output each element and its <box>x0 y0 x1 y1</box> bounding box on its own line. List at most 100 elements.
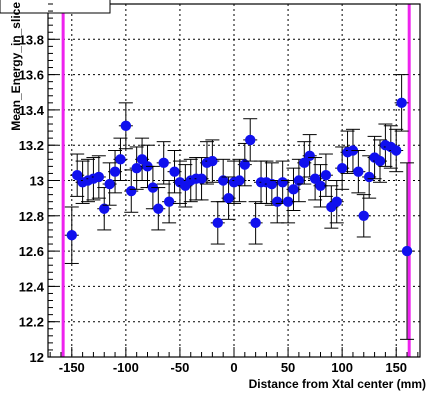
y-tick-label: 13 <box>30 174 44 189</box>
data-marker <box>288 184 299 195</box>
data-marker <box>374 155 386 167</box>
data-marker <box>169 166 180 177</box>
data-marker <box>391 145 402 156</box>
data-marker <box>266 178 278 190</box>
data-point <box>394 74 409 132</box>
data-marker <box>336 162 348 174</box>
data-marker <box>71 170 83 181</box>
data-marker <box>93 171 105 183</box>
data-point <box>108 149 123 194</box>
data-marker <box>136 154 148 165</box>
data-point <box>270 180 285 224</box>
data-marker <box>109 166 121 177</box>
data-point <box>389 128 404 173</box>
data-marker <box>153 203 164 214</box>
axes: -150 -100 -50 0 50 100 150 12 12.2 12.4 12.6 12.8 13… <box>19 3 419 375</box>
data-point <box>400 162 415 340</box>
title-box <box>0 0 111 14</box>
data-point <box>113 137 128 181</box>
data-point <box>162 180 177 224</box>
data-point <box>351 149 366 194</box>
x-tick-label: -50 <box>171 360 190 375</box>
data-point <box>178 164 193 208</box>
data-marker <box>315 180 326 191</box>
data-point <box>151 187 166 231</box>
y-tick-label: 13.4 <box>19 103 45 118</box>
data-marker <box>358 210 369 221</box>
data-marker <box>131 162 142 174</box>
data-marker <box>99 203 110 214</box>
data-point <box>64 206 79 264</box>
data-marker <box>250 217 261 229</box>
data-point <box>362 155 377 199</box>
data-point <box>308 157 323 201</box>
data-marker <box>115 154 126 165</box>
y-tick-label: 13.6 <box>19 68 44 83</box>
x-axis-label: Distance from Xtal center (mm) <box>249 377 426 391</box>
data-point <box>135 137 150 181</box>
x-tick-label: -150 <box>59 360 85 375</box>
data-point <box>91 155 106 199</box>
data-marker <box>277 177 288 188</box>
data-marker <box>309 173 321 184</box>
data-marker <box>212 217 223 229</box>
data-point <box>205 139 220 183</box>
data-point <box>194 157 209 201</box>
data-marker <box>401 245 413 257</box>
data-marker <box>158 157 169 169</box>
data-point <box>102 162 117 206</box>
data-point <box>129 146 144 190</box>
x-tick-label: -100 <box>113 360 139 375</box>
y-tick-label: 12.6 <box>19 244 44 259</box>
data-point <box>281 180 296 224</box>
data-marker <box>239 159 251 170</box>
data-point <box>243 118 258 162</box>
data-point <box>118 102 133 150</box>
data-point <box>264 162 279 206</box>
data-point <box>124 169 139 213</box>
data-marker <box>331 196 342 207</box>
data-point <box>156 141 171 185</box>
data-marker <box>299 157 310 169</box>
data-point <box>318 153 333 197</box>
data-marker <box>104 178 115 190</box>
data-marker <box>163 196 175 207</box>
data-marker <box>396 97 407 109</box>
data-marker <box>207 155 218 167</box>
data-marker <box>223 192 234 204</box>
data-point <box>286 167 301 212</box>
x-tick-label: 100 <box>331 360 353 375</box>
data-series <box>64 74 415 340</box>
data-point <box>372 139 387 183</box>
data-point <box>232 158 247 203</box>
data-marker <box>66 230 77 241</box>
data-point <box>329 180 344 224</box>
data-marker <box>320 170 332 181</box>
data-point <box>302 134 317 178</box>
y-tick-label: 12.8 <box>19 209 44 224</box>
data-marker <box>293 175 305 186</box>
y-tick-label: 13.2 <box>19 138 44 153</box>
data-marker <box>272 196 283 207</box>
data-point <box>167 149 182 194</box>
data-point <box>210 201 225 245</box>
data-point <box>97 187 112 231</box>
data-marker <box>196 173 207 184</box>
y-tick-label: 12.2 <box>19 315 44 330</box>
data-marker <box>282 196 294 207</box>
data-marker <box>126 185 137 197</box>
x-tick-label: 150 <box>385 360 407 375</box>
x-tick-label: 0 <box>230 360 237 375</box>
data-marker <box>217 175 229 186</box>
data-point <box>221 176 236 220</box>
y-tick-label: 13.8 <box>19 32 44 47</box>
y-tick-label: 12.4 <box>19 279 45 294</box>
data-marker <box>363 171 375 183</box>
x-tick-label: 50 <box>281 360 295 375</box>
boundary-lines <box>61 4 411 357</box>
y-tick-label: 12 <box>30 350 44 365</box>
data-marker <box>245 134 256 146</box>
data-point <box>356 194 371 238</box>
data-marker <box>120 120 132 131</box>
